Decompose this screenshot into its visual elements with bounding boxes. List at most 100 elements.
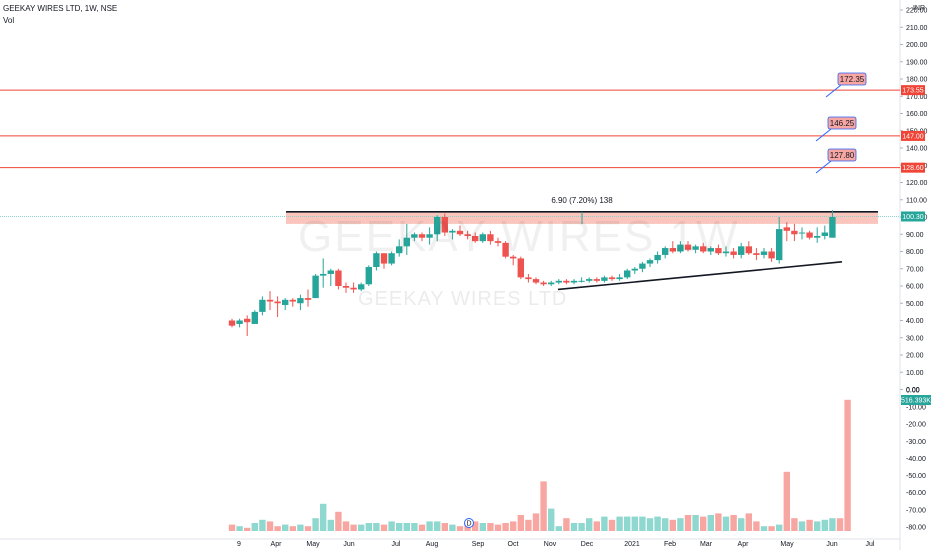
time-tick-label: Nov [544,541,557,548]
callout-box [837,72,867,86]
volume-tick-label: 0.00 [906,387,920,394]
volume-tick-label: -60.00 [906,490,926,497]
candle-body [631,268,638,271]
volume-bar [593,521,600,531]
candle-body [274,301,281,304]
volume-bar [639,516,646,531]
candle-body [426,234,433,238]
volume-bar [403,523,410,531]
candle-body [365,267,372,285]
volume-tick-label: -20.00 [906,422,926,429]
support-trendline [557,261,843,291]
volume-bar [236,526,243,531]
time-tick-label: Jun [826,541,837,548]
candles [228,210,836,337]
candle-body [662,248,669,255]
volume-bar [418,524,426,531]
price-tick-label: 220.00 [906,8,928,15]
volume-bar [502,523,509,531]
candle-body [266,299,274,302]
volume-bar [312,518,319,531]
volume-bar [449,524,456,531]
level-price-tag-label: 147.00 [902,133,924,140]
time-tick-label: Jul [866,541,875,548]
price-tick-label: 20.00 [906,353,924,360]
dividend-event-label: D [466,521,471,528]
candle-body [396,246,403,254]
candle-body [441,217,448,233]
candle-body [791,230,798,235]
horizontal-level-lines[interactable] [0,89,900,217]
candle-body [304,298,312,300]
events[interactable]: D [464,518,474,528]
candle-body [570,280,578,283]
volume-bar [776,524,783,531]
volume-bar [616,516,623,531]
candle-body [312,275,319,299]
volume-bar [760,526,768,531]
volume-bar [282,524,289,531]
volume-bar [578,523,585,531]
volume-bar [510,521,517,531]
volume-bar [274,526,281,531]
volume-bar [487,523,494,531]
candle-body [684,244,692,250]
price-tick-label: 110.00 [906,197,927,204]
volume-bar [365,523,372,531]
volume-bar [707,515,714,531]
candle-body [798,232,806,234]
candle-body [540,282,547,285]
candle-body [768,251,775,259]
time-axis[interactable]: 9 Apr May Jun Jul Aug Sep Oct Nov Dec 2021 Feb Mar Ap… [237,541,875,548]
volume-axis[interactable]: -80.00 -70.00 -60.00 -50.00 -40.00 -30.00 -20.… [901,387,931,532]
candle-body [646,260,654,264]
volume-bar [426,521,433,531]
volume-bar [829,518,836,531]
volume-bar [806,519,813,531]
candle-body [753,253,760,255]
volume-bar [745,513,752,531]
volume-bar [540,481,547,531]
candle-body [738,246,745,255]
volume-bars [228,399,851,531]
volume-bar [669,519,676,531]
last-price-tag-label: 100.30 [902,214,924,221]
candle-body [449,230,456,233]
volume-bar [327,519,334,531]
volume-tick-label: -50.00 [906,473,926,480]
time-tick-label: Aug [426,541,439,548]
volume-bar [396,523,403,531]
price-tick-label: 190.00 [906,59,928,66]
watermark-symbol: GEEKAY WIRES 1W [298,212,740,261]
price-callouts[interactable]: 172.35 146.25 127.80 [815,72,867,174]
time-tick-label: Mar [700,541,713,548]
candle-body [358,284,365,290]
dividend-event-icon [464,518,474,528]
price-tick-label: 10.00 [906,370,924,377]
candle-body [380,253,388,264]
price-tick-label: 30.00 [906,335,924,342]
last-price-tag [901,211,925,222]
callout-pointer [825,84,842,98]
volume-bar [662,518,669,531]
price-axis[interactable]: INR220.00210.00200.00190.00180.00170.001… [900,5,928,394]
measure-label: 6.90 (7.20%) 138 [551,196,613,205]
volume-bar [624,516,631,531]
candle-body [669,248,676,252]
measure-tool[interactable]: 6.90 (7.20%) 138 [551,196,613,224]
volume-bar [677,518,684,531]
volume-bar [228,524,236,531]
candle-body [335,270,342,286]
candle-body [487,234,494,242]
time-tick-label: 2021 [624,541,640,548]
price-tick-label: 50.00 [906,301,924,308]
candle-body [282,299,289,305]
volume-bar [692,515,699,531]
time-tick-label: Sep [472,541,485,548]
candle-body [494,241,502,243]
price-tick-label: 90.00 [906,232,924,239]
volume-bar [297,524,304,531]
price-tick-label: 160.00 [906,111,928,118]
time-tick-label: Jul [392,541,401,548]
